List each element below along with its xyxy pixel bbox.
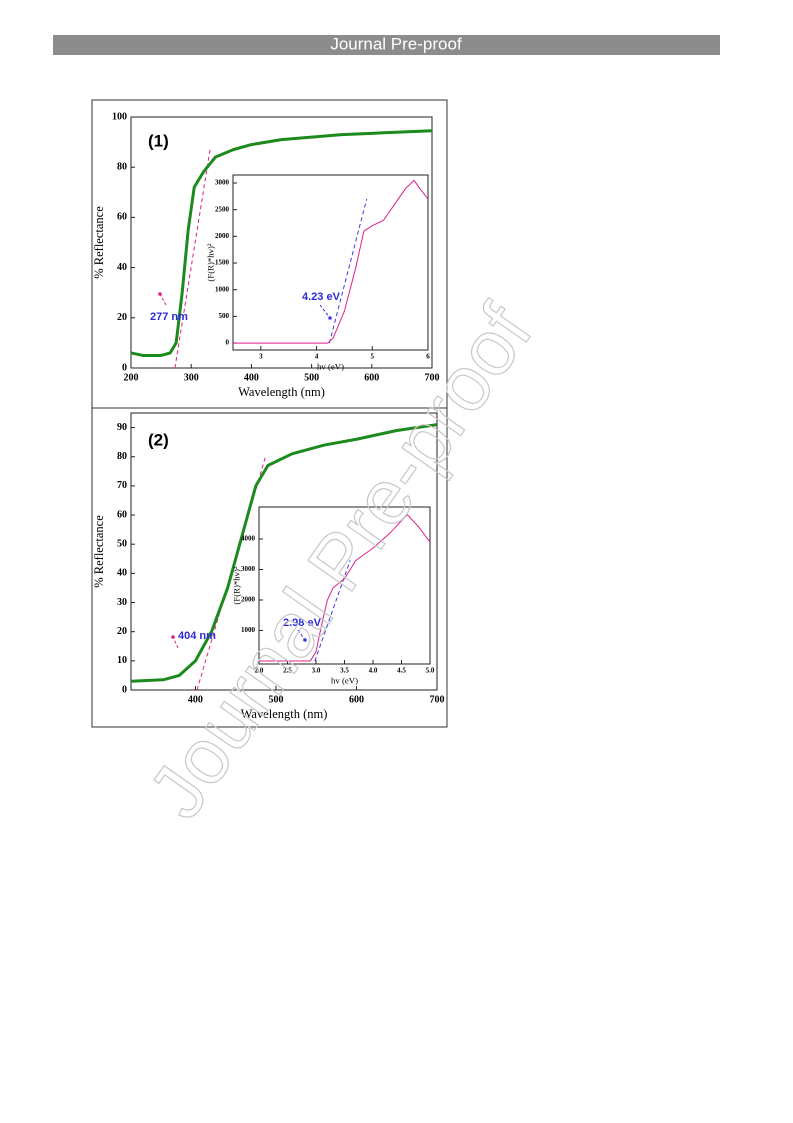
annotation-arrowhead xyxy=(303,638,307,642)
y-tick-label: 20 xyxy=(117,626,127,637)
y-tick-label: 0 xyxy=(226,339,230,347)
y-tick-label: 3000 xyxy=(215,179,230,187)
data-line xyxy=(130,129,433,357)
header-bar xyxy=(53,35,720,55)
annotation-arrow xyxy=(319,304,331,319)
x-tick-label: 500 xyxy=(304,372,319,383)
x-tick-label: 2.5 xyxy=(283,667,292,675)
y-tick-label: 90 xyxy=(117,422,127,433)
x-tick-label: 700 xyxy=(425,372,440,383)
y-axis-label: (F(R)*hv)² xyxy=(205,243,215,281)
y-tick-label: 80 xyxy=(117,161,127,172)
x-tick-label: 2.0 xyxy=(255,667,264,675)
x-tick-label: 3.5 xyxy=(340,667,349,675)
x-tick-label: 6 xyxy=(426,353,430,361)
x-tick-label: 3.0 xyxy=(312,667,321,675)
x-tick-label: 4 xyxy=(315,353,319,361)
tangent-line xyxy=(328,198,368,344)
x-tick-label: 5.0 xyxy=(426,667,435,675)
data-line xyxy=(259,514,431,662)
data-line xyxy=(130,423,438,683)
y-tick-label: 0 xyxy=(122,362,127,373)
y-tick-label: 2000 xyxy=(241,596,256,604)
plot-frame xyxy=(258,506,431,665)
y-tick-label: 40 xyxy=(117,262,127,273)
y-tick-label: 30 xyxy=(117,597,127,608)
x-tick-label: 500 xyxy=(268,694,283,705)
y-axis-label: % Reflectance xyxy=(92,206,106,279)
y-tick-label: 1000 xyxy=(241,626,256,634)
y-tick-label: 40 xyxy=(117,568,127,579)
x-axis-label: hv (eV) xyxy=(331,676,358,686)
annotation: 4.23 eV xyxy=(302,291,341,303)
tangent-line xyxy=(174,147,211,369)
y-tick-label: 60 xyxy=(117,509,127,520)
y-tick-label: 1500 xyxy=(215,259,230,267)
annotation-arrowhead xyxy=(171,635,175,639)
x-tick-label: 300 xyxy=(184,372,199,383)
x-tick-label: 400 xyxy=(244,372,259,383)
y-tick-label: 500 xyxy=(219,312,230,320)
x-tick-label: 4.0 xyxy=(369,667,378,675)
y-tick-label: 80 xyxy=(117,451,127,462)
charts: 200 300 400 500 600 700020406080100Wavelength… xyxy=(92,111,445,721)
x-tick-label: 400 xyxy=(188,694,203,705)
annotation-arrowhead xyxy=(328,316,332,320)
annotation-arrow xyxy=(159,293,167,306)
y-axis-label: % Reflectance xyxy=(92,515,106,588)
y-tick-label: 60 xyxy=(117,212,127,223)
header-title: Journal Pre-proof xyxy=(330,34,462,53)
annotation-arrow xyxy=(172,636,179,649)
y-tick-label: 100 xyxy=(112,111,127,122)
x-axis-label: Wavelength (nm) xyxy=(241,707,328,721)
x-tick-label: 700 xyxy=(430,694,445,705)
annotation: 404 nm xyxy=(178,630,216,642)
annotation-arrowhead xyxy=(158,292,162,296)
y-tick-label: 20 xyxy=(117,312,127,323)
panel-label: (1) xyxy=(148,131,169,150)
x-tick-label: 3 xyxy=(259,353,263,361)
x-axis-label: hv (eV) xyxy=(317,362,344,372)
x-axis-label: Wavelength (nm) xyxy=(238,385,325,399)
x-tick-label: 5 xyxy=(371,353,375,361)
x-tick-label: 200 xyxy=(124,372,139,383)
tangent-line xyxy=(314,560,351,662)
y-tick-label: 50 xyxy=(117,539,127,550)
y-tick-label: 10 xyxy=(117,655,127,666)
y-tick-label: 2000 xyxy=(215,232,230,240)
y-tick-label: 4000 xyxy=(241,535,256,543)
y-tick-label: 70 xyxy=(117,480,127,491)
y-axis-label: (F(R)*hv)² xyxy=(231,566,241,604)
y-tick-label: 3000 xyxy=(241,565,256,573)
annotation: 277 nm xyxy=(150,311,188,323)
data-line xyxy=(233,179,429,344)
y-tick-label: 0 xyxy=(122,684,127,695)
x-tick-label: 4.5 xyxy=(397,667,406,675)
annotation: 2.98 eV xyxy=(283,617,322,629)
x-tick-label: 600 xyxy=(364,372,379,383)
plot-frame xyxy=(232,174,429,351)
x-tick-label: 600 xyxy=(349,694,364,705)
panel-label: (2) xyxy=(148,430,169,449)
y-tick-label: 1000 xyxy=(215,285,230,293)
y-tick-label: 2500 xyxy=(215,205,230,213)
annotation-arrow xyxy=(297,629,306,641)
